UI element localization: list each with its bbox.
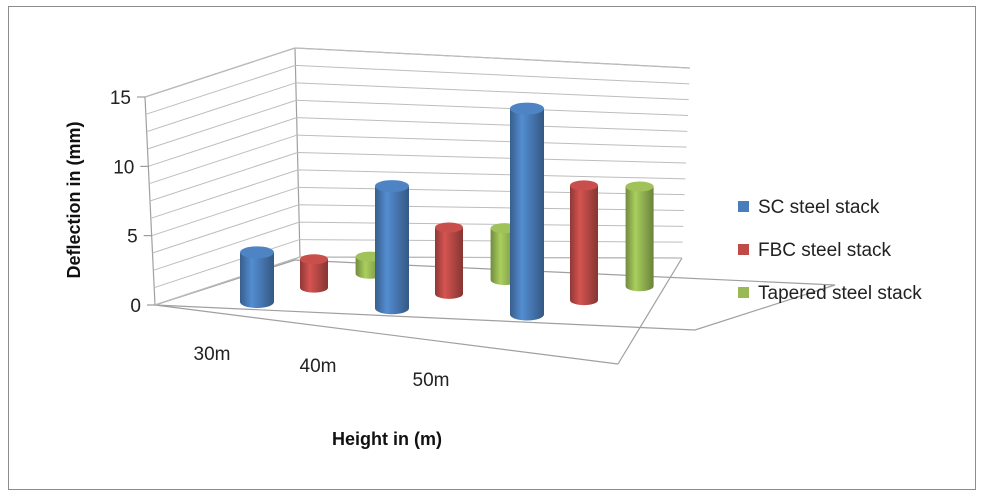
gridline [150, 169, 686, 219]
y-tick-label: 15 [110, 88, 131, 109]
gridline [154, 256, 683, 306]
gridline [148, 117, 688, 167]
legend-swatch [738, 287, 749, 298]
legend-label: SC steel stack [758, 197, 880, 218]
bar-top [435, 222, 463, 233]
gridline [146, 82, 689, 133]
bar-body [300, 259, 328, 293]
gridline [145, 64, 690, 115]
bar-body [375, 186, 409, 315]
bar [375, 180, 409, 315]
y-axis-title: Deflection in (mm) [64, 121, 84, 278]
bar-body [240, 252, 274, 308]
bar-top [570, 180, 598, 191]
bar [625, 181, 654, 292]
bar-body [625, 186, 654, 292]
legend-swatch [738, 201, 749, 212]
bar-top [240, 246, 274, 259]
gridlines [144, 47, 691, 306]
gridline [153, 221, 684, 271]
y-tick-labels: 0 5 10 15 [110, 88, 155, 317]
bar [240, 246, 274, 308]
bar-body [435, 227, 463, 299]
x-axis-title: Height in (m) [332, 429, 442, 449]
gridline [144, 47, 691, 98]
legend-item: FBC steel stack [738, 240, 892, 261]
x-category-label: 40m [300, 356, 337, 377]
bar-top [510, 102, 544, 115]
bar-top [625, 181, 654, 192]
chart-walls [144, 47, 836, 365]
y-tick-label: 5 [127, 227, 138, 248]
bar [300, 254, 328, 293]
y-tick-label: 10 [113, 157, 134, 178]
bar-top [300, 254, 328, 265]
gridline [152, 204, 685, 254]
legend-swatch [738, 244, 749, 255]
floor-right-edge [617, 257, 683, 365]
legend-label: FBC steel stack [758, 240, 892, 261]
gridline [147, 99, 689, 150]
x-category-label: 50m [413, 370, 450, 391]
gridline [151, 186, 685, 237]
gridline [154, 239, 683, 289]
bar [435, 222, 463, 299]
gridline [149, 151, 687, 202]
legend: SC steel stack FBC steel stack Tapered ste… [738, 197, 922, 304]
bar [570, 180, 598, 306]
bar-body [510, 108, 544, 321]
bar [510, 102, 544, 321]
bar-top [375, 180, 409, 193]
legend-item: SC steel stack [738, 197, 880, 218]
y-tick-label: 0 [130, 296, 141, 317]
legend-label: Tapered steel stack [758, 283, 922, 304]
legend-item: Tapered steel stack [738, 283, 922, 304]
category-labels: 30m 40m 50m [194, 344, 450, 391]
floor-front-edge [154, 304, 619, 365]
bars-group [240, 102, 654, 321]
gridline [149, 134, 687, 185]
x-category-label: 30m [194, 344, 231, 365]
bar-body [570, 185, 598, 306]
